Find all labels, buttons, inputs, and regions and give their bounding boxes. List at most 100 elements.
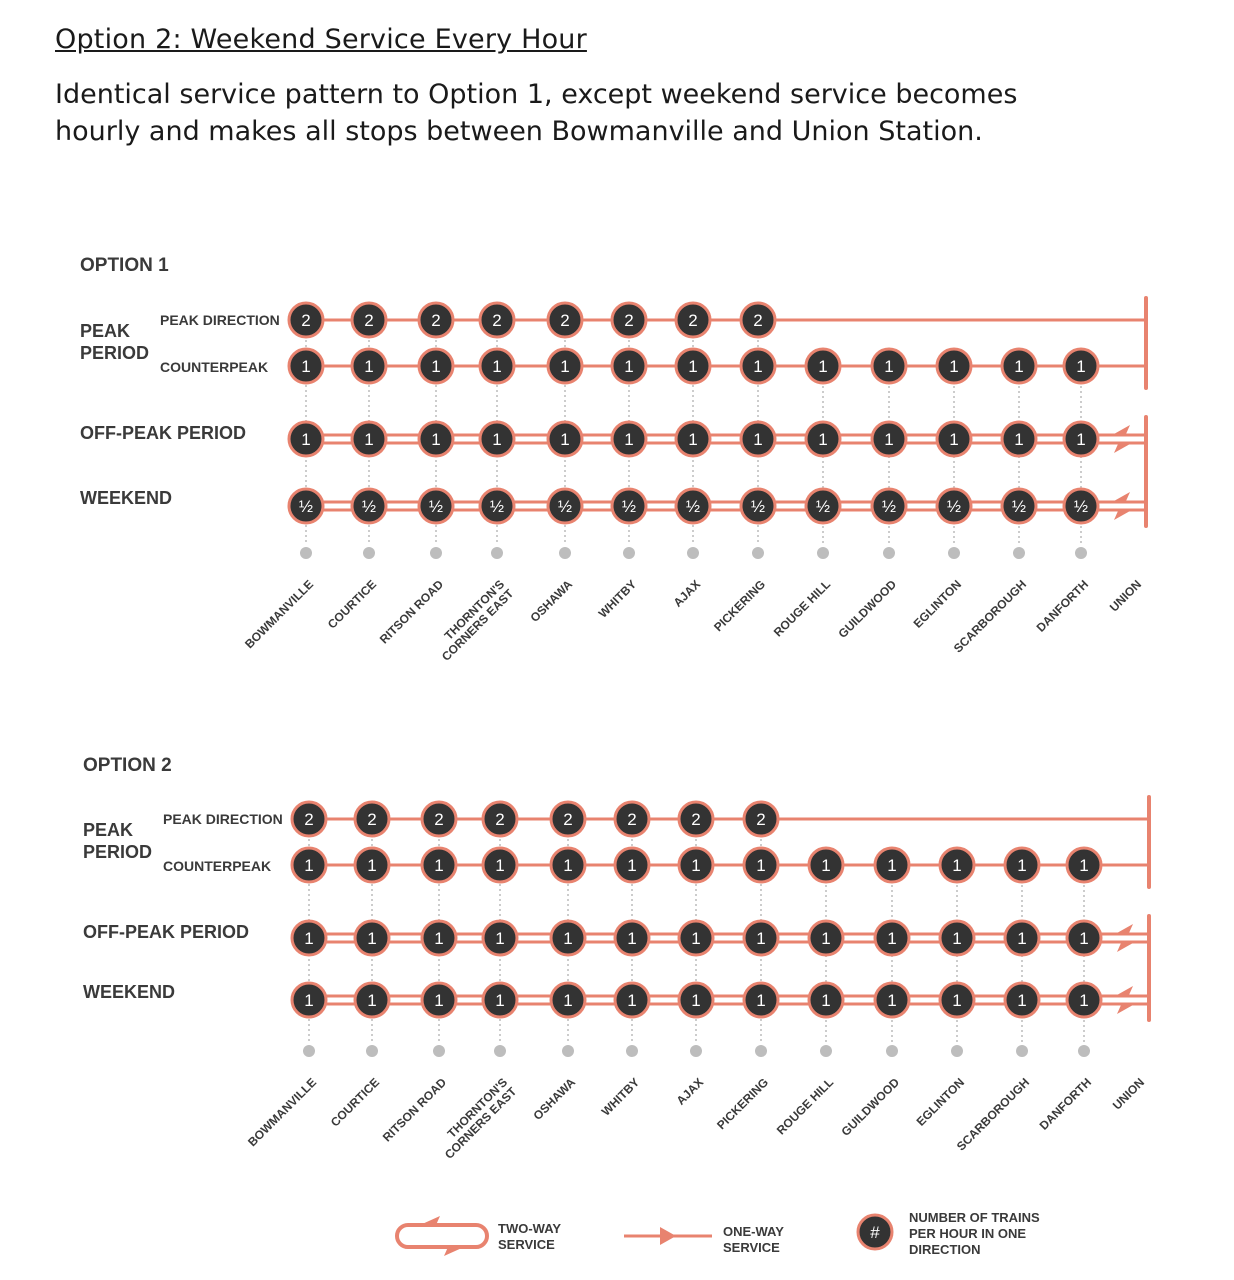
number-of-trains-icon: # xyxy=(856,1213,894,1251)
trains-per-hour-node: 1 xyxy=(873,919,911,957)
station-dot xyxy=(820,1045,832,1057)
trains-per-hour-node: 1 xyxy=(742,846,780,884)
svg-text:½: ½ xyxy=(947,497,961,516)
station-label-whitby: WHITBY xyxy=(599,1075,642,1118)
svg-text:1: 1 xyxy=(818,357,827,376)
svg-text:½: ½ xyxy=(490,497,504,516)
svg-text:1: 1 xyxy=(301,357,310,376)
station-dot xyxy=(562,1045,574,1057)
svg-text:1: 1 xyxy=(753,430,762,449)
station-dot xyxy=(886,1045,898,1057)
svg-text:1: 1 xyxy=(1014,357,1023,376)
svg-text:1: 1 xyxy=(301,430,310,449)
arrow-east-icon xyxy=(1114,444,1130,453)
svg-text:2: 2 xyxy=(627,810,636,829)
trains-per-hour-node: ½ xyxy=(1062,487,1100,525)
station-label-courtice: COURTICE xyxy=(328,1075,382,1129)
trains-per-hour-node: 2 xyxy=(420,800,458,838)
station-dot xyxy=(623,547,635,559)
svg-text:2: 2 xyxy=(563,810,572,829)
station-label-bowmanville: BOWMANVILLE xyxy=(245,1075,319,1149)
trains-per-hour-node: 1 xyxy=(807,846,845,884)
svg-text:2: 2 xyxy=(492,311,501,330)
trains-per-hour-node: ½ xyxy=(417,487,455,525)
svg-text:1: 1 xyxy=(1076,357,1085,376)
trains-per-hour-node: 1 xyxy=(353,981,391,1019)
svg-text:1: 1 xyxy=(1079,929,1088,948)
option-title: OPTION 2 xyxy=(83,755,172,776)
svg-text:1: 1 xyxy=(304,856,313,875)
svg-text:1: 1 xyxy=(887,929,896,948)
trains-per-hour-node: 1 xyxy=(350,347,388,385)
svg-text:1: 1 xyxy=(952,856,961,875)
trains-per-hour-node: 1 xyxy=(1065,919,1103,957)
svg-text:1: 1 xyxy=(887,856,896,875)
station-dot xyxy=(948,547,960,559)
trains-per-hour-node: ½ xyxy=(935,487,973,525)
station-dot xyxy=(752,547,764,559)
svg-text:1: 1 xyxy=(367,929,376,948)
row-counterpeak: 1 1 1 1 1 1 1 1 1 1 1 1 1 xyxy=(290,846,1149,884)
trains-per-hour-node: 1 xyxy=(420,981,458,1019)
svg-text:1: 1 xyxy=(952,991,961,1010)
arrow-west-icon xyxy=(1114,425,1130,434)
trains-per-hour-node: 1 xyxy=(1003,846,1041,884)
trains-per-hour-node: 2 xyxy=(290,800,328,838)
trains-per-hour-node: 1 xyxy=(610,420,648,458)
svg-text:½: ½ xyxy=(816,497,830,516)
trains-per-hour-node: 1 xyxy=(610,347,648,385)
svg-text:½: ½ xyxy=(686,497,700,516)
trains-per-hour-node: ½ xyxy=(350,487,388,525)
row-counterpeak: 1 1 1 1 1 1 1 1 1 1 1 1 1 xyxy=(287,347,1146,385)
trains-per-hour-node: 1 xyxy=(804,347,842,385)
trains-per-hour-node: ½ xyxy=(674,487,712,525)
station-label-eglinton: EGLINTON xyxy=(914,1075,968,1129)
svg-text:1: 1 xyxy=(434,856,443,875)
trains-per-hour-node: 1 xyxy=(290,919,328,957)
trains-per-hour-node: 1 xyxy=(353,846,391,884)
trains-per-hour-node: 1 xyxy=(1062,347,1100,385)
trains-per-hour-node: 1 xyxy=(478,420,516,458)
row-peak-direction: 2 2 2 2 2 2 2 2 xyxy=(290,800,1149,838)
trains-per-hour-node: 1 xyxy=(549,919,587,957)
page-description: Identical service pattern to Option 1, e… xyxy=(55,79,1018,147)
trains-per-hour-node: 1 xyxy=(938,846,976,884)
trains-per-hour-node: 1 xyxy=(873,846,911,884)
trains-per-hour-node: 1 xyxy=(546,420,584,458)
trains-per-hour-node: 1 xyxy=(287,420,325,458)
svg-text:1: 1 xyxy=(688,430,697,449)
trains-per-hour-node: 1 xyxy=(1000,420,1038,458)
svg-text:1: 1 xyxy=(495,856,504,875)
svg-text:½: ½ xyxy=(1012,497,1026,516)
trains-per-hour-node: 1 xyxy=(353,919,391,957)
arrow-west-icon xyxy=(1117,986,1133,995)
svg-text:1: 1 xyxy=(884,357,893,376)
svg-text:#: # xyxy=(870,1223,880,1242)
station-dot xyxy=(433,1045,445,1057)
row-peak-direction: 2 2 2 2 2 2 2 2 xyxy=(287,301,1146,339)
trains-per-hour-node: 1 xyxy=(935,420,973,458)
station-dot xyxy=(366,1045,378,1057)
svg-text:1: 1 xyxy=(364,430,373,449)
svg-text:1: 1 xyxy=(563,929,572,948)
svg-text:1: 1 xyxy=(563,991,572,1010)
trains-per-hour-node: 2 xyxy=(350,301,388,339)
offpeak-label: OFF-PEAK PERIOD xyxy=(83,922,249,942)
trains-per-hour-node: 1 xyxy=(290,846,328,884)
trains-per-hour-node: 1 xyxy=(1065,846,1103,884)
station-dot xyxy=(494,1045,506,1057)
station-dot xyxy=(559,547,571,559)
trains-per-hour-node: 1 xyxy=(417,420,455,458)
station-dot xyxy=(303,1045,315,1057)
station-dot xyxy=(300,547,312,559)
station-label-bowmanville: BOWMANVILLE xyxy=(242,577,316,651)
svg-text:2: 2 xyxy=(753,311,762,330)
trains-per-hour-node: ½ xyxy=(546,487,584,525)
svg-text:2: 2 xyxy=(624,311,633,330)
trains-per-hour-node: 2 xyxy=(677,800,715,838)
trains-per-hour-node: ½ xyxy=(287,487,325,525)
svg-text:½: ½ xyxy=(362,497,376,516)
two-way-service-icon xyxy=(395,1216,489,1256)
trains-per-hour-node: 1 xyxy=(870,347,908,385)
